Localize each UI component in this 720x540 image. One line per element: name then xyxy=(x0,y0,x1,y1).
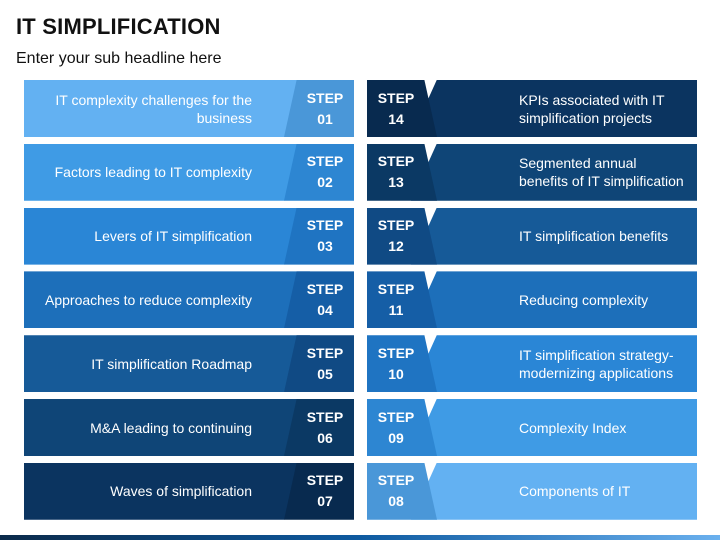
step-label: STEP xyxy=(377,408,415,425)
step-band: IT complexity challenges for the busines… xyxy=(24,80,310,137)
step-description: KPIs associated with IT simplification p… xyxy=(519,91,665,126)
step-band: Approaches to reduce complexity xyxy=(24,271,310,329)
step-label: STEP xyxy=(306,217,344,234)
step-description: Components of IT xyxy=(519,483,631,500)
step-description: IT simplification Roadmap xyxy=(91,355,252,372)
step-number-box: STEP 01 xyxy=(284,80,354,137)
step-number: 13 xyxy=(388,174,404,191)
step-band: Segmented annual benefits of IT simplifi… xyxy=(411,143,697,201)
step-label: STEP xyxy=(306,472,344,489)
step-number-box: STEP 14 xyxy=(367,80,437,137)
step-number: 07 xyxy=(317,493,333,510)
step-number: 12 xyxy=(388,238,404,255)
step-number-box: STEP 09 xyxy=(367,399,437,456)
step-description: IT complexity challenges for the busines… xyxy=(55,91,252,126)
step-description: Complexity Index xyxy=(519,419,627,436)
step-description: Levers of IT simplification xyxy=(94,228,252,245)
step-description: IT simplification strategy-modernizing a… xyxy=(519,346,674,381)
step-number-box: STEP 13 xyxy=(367,143,437,201)
left-step-row: Waves of simplification STEP 07 xyxy=(24,462,354,520)
step-description: Segmented annual benefits of IT simplifi… xyxy=(519,155,684,190)
step-band: Waves of simplification xyxy=(24,462,310,520)
step-number-box: STEP 05 xyxy=(284,335,354,393)
left-step-row: Levers of IT simplification STEP 03 xyxy=(24,207,354,265)
step-band: Components of IT xyxy=(411,462,697,520)
step-label: STEP xyxy=(377,280,415,297)
step-band: M&A leading to continuing xyxy=(24,399,310,456)
step-number: 14 xyxy=(388,110,404,127)
step-number-box: STEP 07 xyxy=(284,462,354,520)
right-step-row: KPIs associated with IT simplification p… xyxy=(367,80,697,137)
step-number: 08 xyxy=(388,493,404,510)
step-number: 09 xyxy=(388,429,404,446)
step-label: STEP xyxy=(377,89,415,106)
step-description: Waves of simplification xyxy=(110,483,252,500)
step-number-box: STEP 08 xyxy=(367,462,437,520)
step-band: Complexity Index xyxy=(411,399,697,456)
right-step-row: Complexity Index STEP 09 xyxy=(367,399,697,456)
step-label: STEP xyxy=(377,344,415,361)
step-label: STEP xyxy=(377,217,415,234)
right-step-row: Components of IT STEP 08 xyxy=(367,462,697,520)
step-band: Reducing complexity xyxy=(411,271,697,329)
left-step-row: IT complexity challenges for the busines… xyxy=(24,80,354,137)
step-band: Factors leading to IT complexity xyxy=(24,143,310,201)
right-step-row: Reducing complexity STEP 11 xyxy=(367,271,697,329)
step-number: 01 xyxy=(317,110,333,127)
left-step-row: Approaches to reduce complexity STEP 04 xyxy=(24,271,354,329)
right-step-row: Segmented annual benefits of IT simplifi… xyxy=(367,143,697,201)
step-number-box: STEP 10 xyxy=(367,335,437,393)
right-step-row: IT simplification benefits STEP 12 xyxy=(367,207,697,265)
bottom-accent-bar xyxy=(0,535,720,540)
step-number-box: STEP 12 xyxy=(367,207,437,265)
step-number: 04 xyxy=(317,301,333,318)
step-number-box: STEP 03 xyxy=(284,207,354,265)
step-number: 11 xyxy=(388,301,404,318)
step-label: STEP xyxy=(306,408,344,425)
step-label: STEP xyxy=(306,153,344,170)
step-label: STEP xyxy=(306,344,344,361)
step-band: IT simplification Roadmap xyxy=(24,335,310,393)
step-description: M&A leading to continuing xyxy=(90,419,252,436)
step-label: STEP xyxy=(377,472,415,489)
page-subtitle: Enter your sub headline here xyxy=(16,50,222,67)
left-step-row: M&A leading to continuing STEP 06 xyxy=(24,399,354,456)
step-number: 03 xyxy=(317,238,333,255)
left-step-row: IT simplification Roadmap STEP 05 xyxy=(24,335,354,393)
step-number-box: STEP 06 xyxy=(284,399,354,456)
step-description: IT simplification benefits xyxy=(519,228,669,245)
left-step-row: Factors leading to IT complexity STEP 02 xyxy=(24,143,354,201)
step-description: Factors leading to IT complexity xyxy=(54,164,252,181)
step-description: Reducing complexity xyxy=(519,291,649,308)
step-band: IT simplification benefits xyxy=(411,207,697,265)
step-number: 05 xyxy=(317,365,333,382)
step-number: 06 xyxy=(317,429,333,446)
step-number: 10 xyxy=(388,365,404,382)
step-label: STEP xyxy=(306,89,344,106)
right-step-row: IT simplification strategy-modernizing a… xyxy=(367,335,697,393)
step-band: KPIs associated with IT simplification p… xyxy=(411,80,697,137)
step-band: IT simplification strategy-modernizing a… xyxy=(411,335,697,393)
step-number-box: STEP 04 xyxy=(284,271,354,329)
step-label: STEP xyxy=(306,280,344,297)
step-number-box: STEP 11 xyxy=(367,271,437,329)
step-number: 02 xyxy=(317,174,333,191)
page-title: IT SIMPLIFICATION xyxy=(16,14,221,39)
step-label: STEP xyxy=(377,153,415,170)
step-description: Approaches to reduce complexity xyxy=(45,291,252,308)
step-band: Levers of IT simplification xyxy=(24,207,310,265)
step-number-box: STEP 02 xyxy=(284,143,354,201)
